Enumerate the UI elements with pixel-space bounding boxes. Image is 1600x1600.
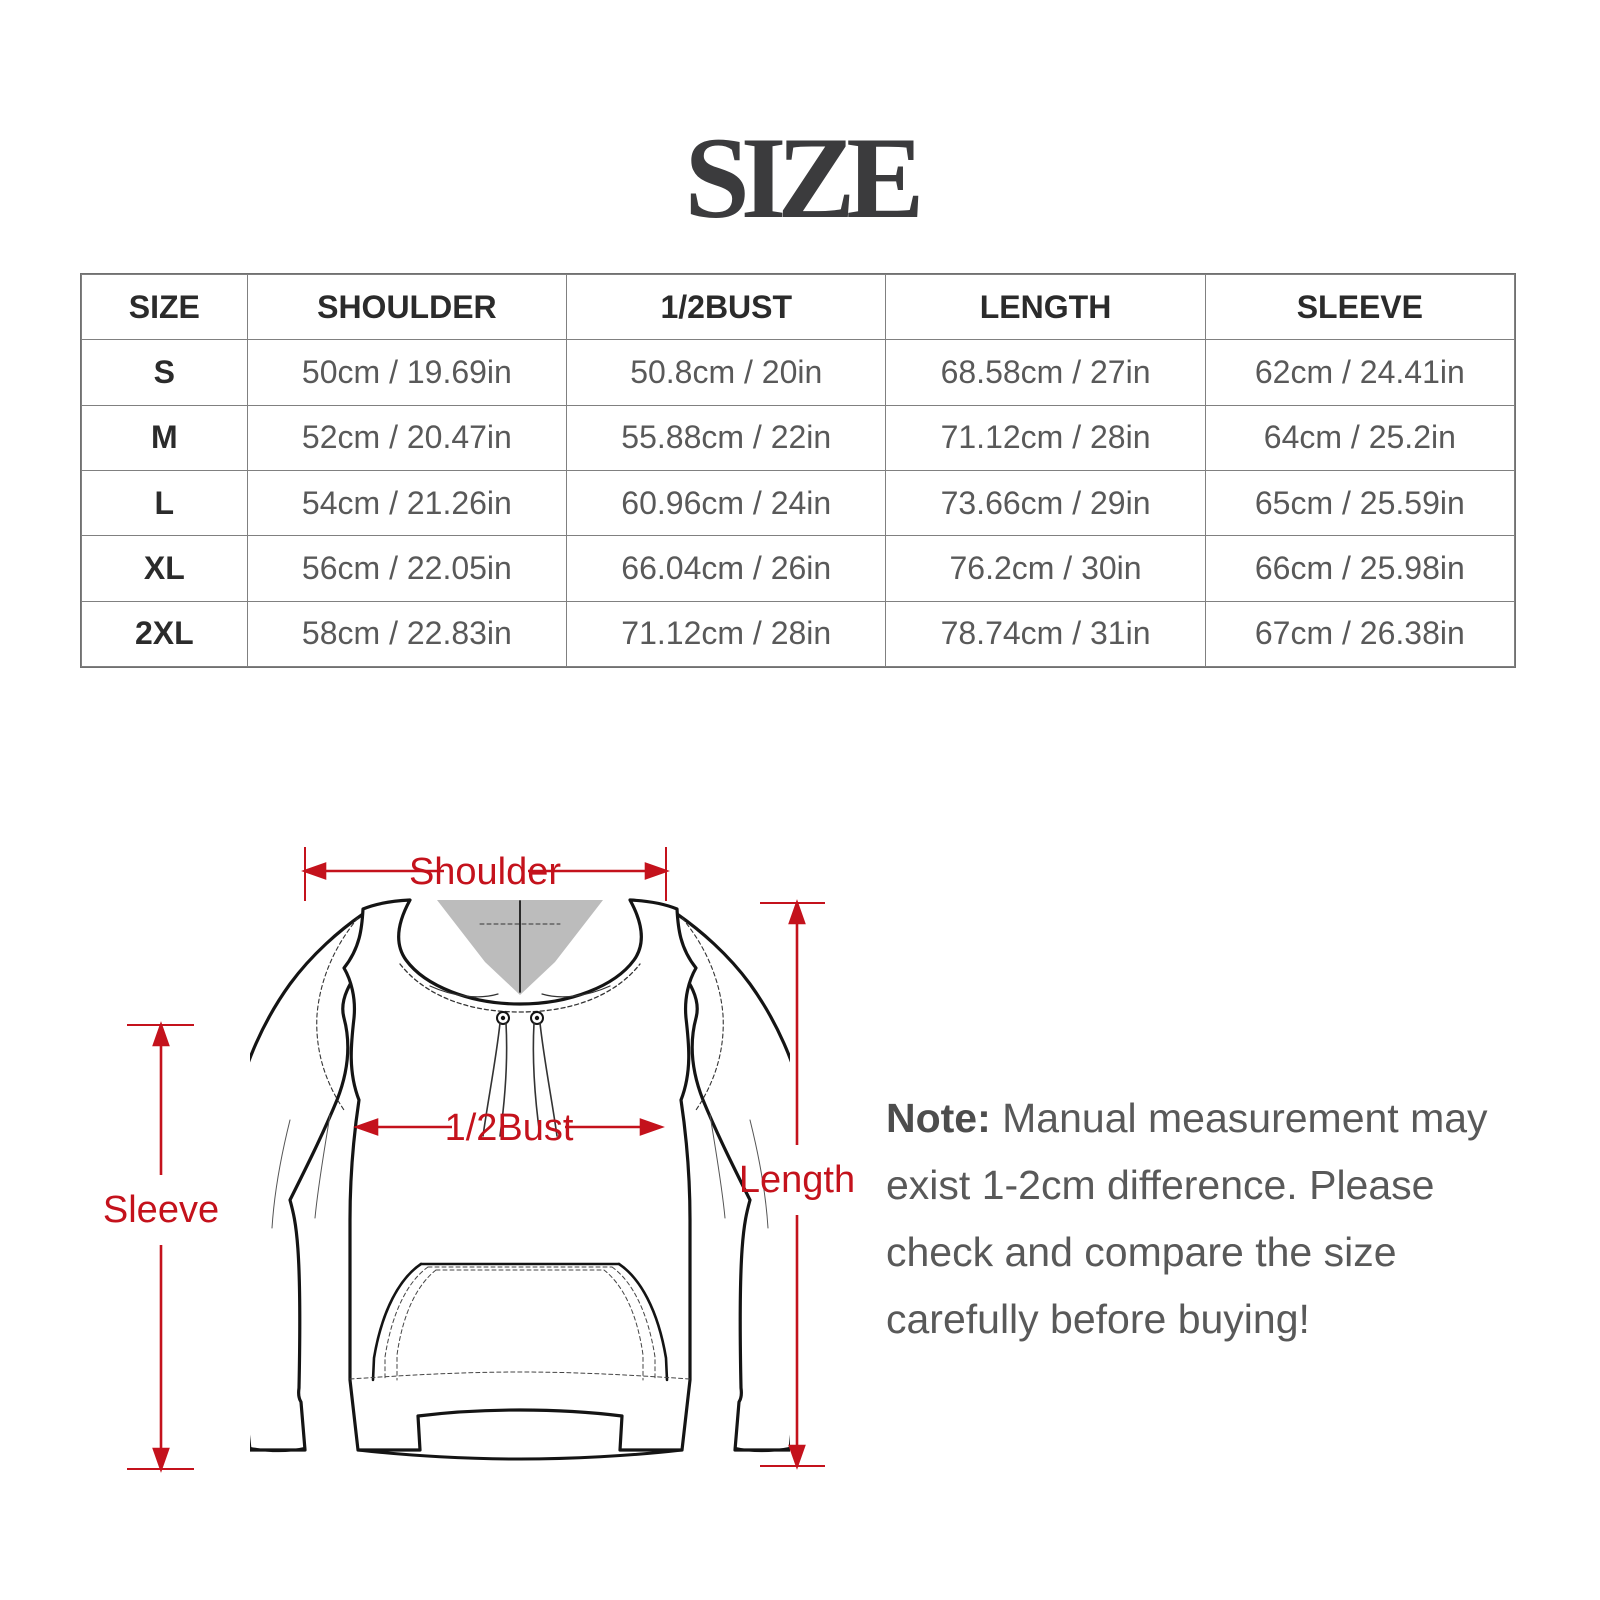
svg-text:Sleeve: Sleeve bbox=[103, 1189, 219, 1231]
svg-text:Length: Length bbox=[739, 1159, 855, 1201]
svg-text:Shoulder: Shoulder bbox=[409, 851, 561, 893]
svg-text:1/2Bust: 1/2Bust bbox=[445, 1107, 574, 1149]
